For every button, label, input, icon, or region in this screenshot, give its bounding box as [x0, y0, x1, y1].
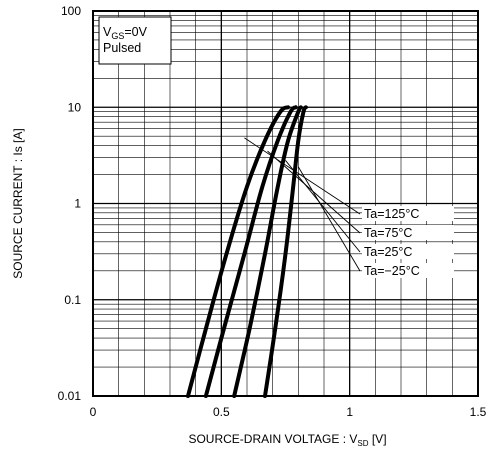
annotation-leader	[244, 137, 361, 215]
annotation-label: Ta=−25°C	[364, 264, 420, 278]
conditions-line-2: Pulsed	[103, 41, 141, 55]
x-tick-labels: 0 0.5 1 1.5	[90, 405, 487, 419]
y-axis-label: SOURCE CURRENT : Is [A]	[11, 128, 25, 278]
series-line-2	[203, 105, 298, 398]
annotation-label-bg	[362, 263, 454, 278]
y-tick-label: 0.1	[64, 293, 81, 307]
annotation-leader	[267, 150, 361, 234]
annotation-leaders	[244, 137, 361, 272]
plot-frame	[92, 10, 479, 397]
x-tick-label: 0	[90, 405, 97, 419]
x-axis-label: SOURCE-DRAIN VOLTAGE : VSD [V]	[188, 432, 386, 448]
annotation-label: Ta=25°C	[364, 245, 412, 259]
annotation-label-bg	[362, 244, 454, 259]
x-tick-label: 1	[346, 405, 353, 419]
annotation-leader	[285, 160, 361, 253]
y-tick-labels: 0.01 0.1 1 10 100	[58, 4, 82, 403]
grid	[93, 11, 478, 396]
y-tick-label: 0.01	[58, 389, 82, 403]
annotation-leader	[297, 166, 361, 272]
y-tick-label: 10	[68, 100, 82, 114]
annotation-label: Ta=125°C	[364, 207, 419, 221]
annotations: Ta=125°C Ta=75°C Ta=25°C Ta=−25°C	[362, 206, 454, 278]
x-tick-label: 0.5	[213, 405, 230, 419]
series-line-3	[232, 105, 303, 398]
annotation-label-bg	[362, 225, 454, 240]
series-line-1	[186, 105, 291, 398]
x-tick-label: 1.5	[470, 405, 487, 419]
y-tick-label: 100	[61, 4, 81, 18]
curves	[186, 105, 308, 398]
conditions-line-1: VGS=0V	[103, 25, 148, 41]
conditions-box: VGS=0V Pulsed	[98, 16, 172, 65]
series-line-4	[263, 105, 308, 398]
y-tick-label: 1	[74, 197, 81, 211]
annotation-label: Ta=75°C	[364, 226, 412, 240]
annotation-label-bg	[362, 206, 454, 221]
